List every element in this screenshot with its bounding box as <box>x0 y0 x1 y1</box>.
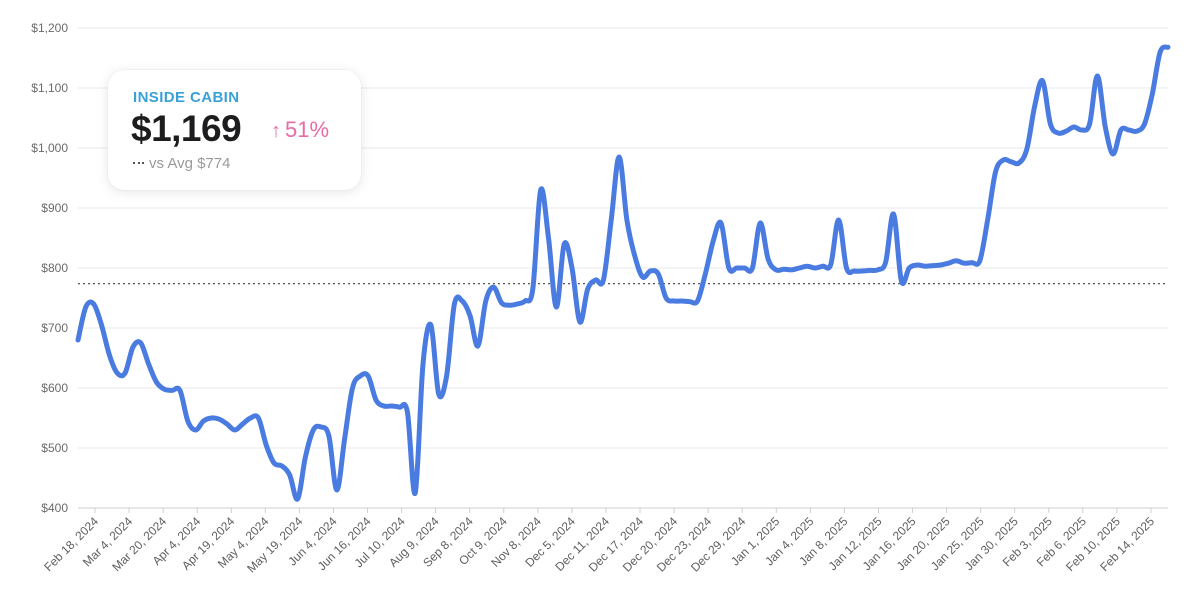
y-tick-label: $500 <box>41 441 68 455</box>
y-tick-label: $400 <box>41 501 68 515</box>
y-tick-label: $800 <box>41 261 68 275</box>
y-tick-label: $700 <box>41 321 68 335</box>
current-price: $1,169 <box>131 108 242 149</box>
y-tick-label: $600 <box>41 381 68 395</box>
y-axis-tick-labels: $400 $500 $600 $700 $800 $900 $1,000 $1,100 $1,2… <box>31 21 68 515</box>
dotted-line-icon <box>133 162 144 165</box>
y-tick-label: $1,100 <box>31 81 68 95</box>
y-tick-label: $900 <box>41 201 68 215</box>
arrow-up-icon: ↑ <box>271 120 281 142</box>
average-price-note: vs Avg $774 <box>133 155 230 172</box>
price-change-percent: 51% <box>285 117 330 142</box>
y-tick-label: $1,000 <box>31 141 68 155</box>
price-change: ↑ 51% <box>271 117 329 143</box>
y-tick-label: $1,200 <box>31 21 68 35</box>
average-price-label: vs Avg $774 <box>149 155 231 172</box>
price-series-line <box>75 44 1171 502</box>
cabin-type-label: INSIDE CABIN <box>133 89 240 106</box>
price-summary-card: INSIDE CABIN $1,169 ↑ 51% vs Avg $774 <box>108 70 361 190</box>
x-axis-tick-marks <box>94 508 1152 513</box>
